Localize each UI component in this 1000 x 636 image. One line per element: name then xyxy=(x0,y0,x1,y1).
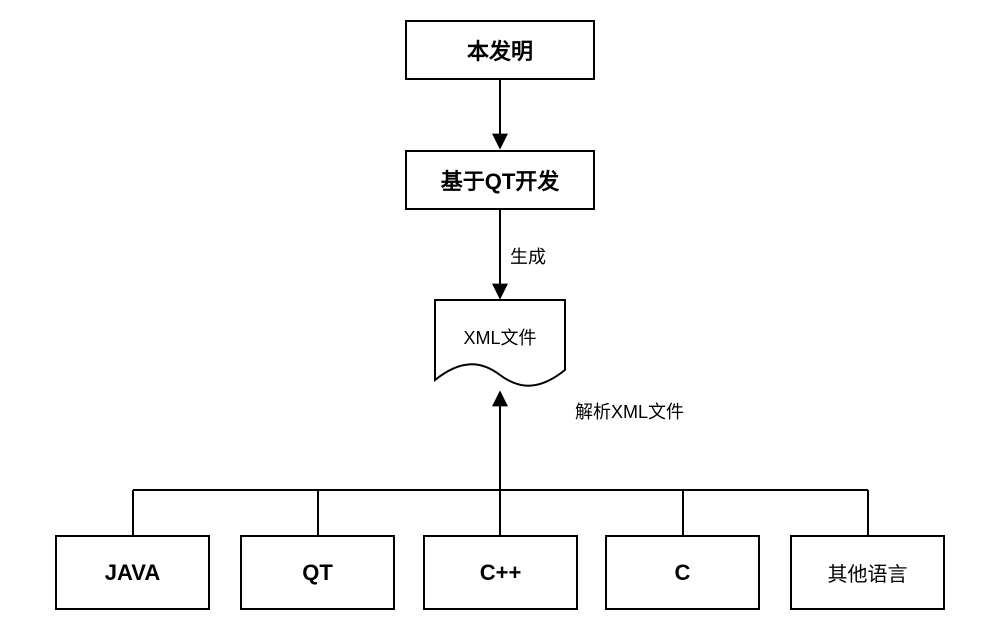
node-other-lang: 其他语言 xyxy=(790,535,945,610)
edge-label-generate: 生成 xyxy=(510,243,546,269)
node-qt-dev: 基于QT开发 xyxy=(405,150,595,210)
node-xml-file-label: XML文件 xyxy=(435,324,565,350)
node-xml-file: XML文件 xyxy=(435,300,565,380)
node-qt: QT xyxy=(240,535,395,610)
node-invention-label: 本发明 xyxy=(467,34,533,66)
node-invention: 本发明 xyxy=(405,20,595,80)
node-qt-label: QT xyxy=(302,560,333,586)
node-cpp: C++ xyxy=(423,535,578,610)
node-java: JAVA xyxy=(55,535,210,610)
flowchart-canvas: 本发明 基于QT开发 XML文件 JAVA QT C++ C 其他语言 生成 解… xyxy=(0,0,1000,636)
node-qt-dev-label: 基于QT开发 xyxy=(441,164,560,196)
node-java-label: JAVA xyxy=(105,560,160,586)
node-cpp-label: C++ xyxy=(480,560,522,586)
edge-label-parse-xml: 解析XML文件 xyxy=(575,398,684,424)
node-other-lang-label: 其他语言 xyxy=(828,558,908,587)
node-c-label: C xyxy=(675,560,691,586)
node-c: C xyxy=(605,535,760,610)
